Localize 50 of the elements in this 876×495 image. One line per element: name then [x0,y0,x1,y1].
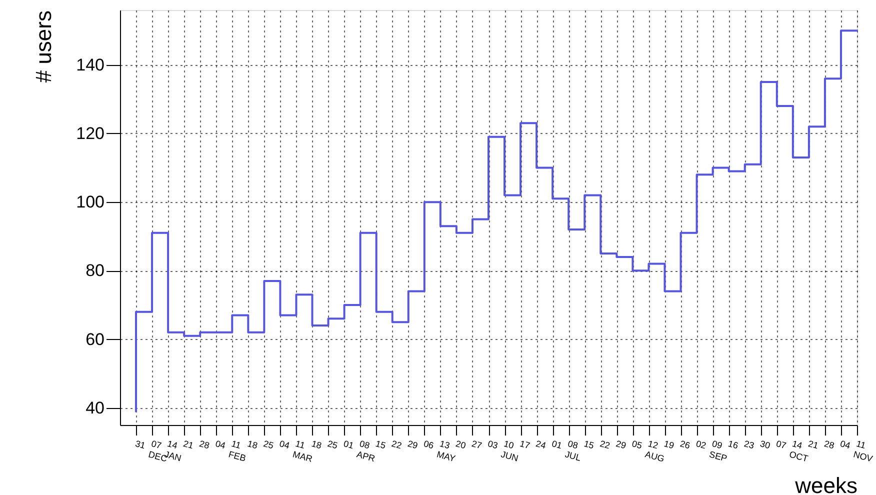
x-tick-label: 05 [630,438,644,451]
x-tick-label: 29 [614,438,628,451]
x-tick-label: 28 [198,438,211,451]
x-tick-label: 25 [326,438,339,451]
x-tick-label: 22 [390,438,403,451]
x-axis-title: weeks [794,472,858,495]
x-tick-label: 27 [470,438,483,451]
x-tick-label: 01 [550,438,564,451]
x-tick-label: 19 [662,438,676,451]
x-tick-label: 25 [262,438,275,451]
y-tick-label: 40 [86,398,104,418]
x-tick-label: 04 [278,438,291,451]
x-tick-label: 01 [342,438,355,451]
x-tick-label: 08 APR [356,438,377,464]
x-tick-label: 20 [454,438,467,451]
x-tick-label: 16 [726,438,740,451]
x-tick-label: 11 NOV [852,438,874,464]
x-tick-label: 15 [374,438,387,451]
x-tick-label: 18 [310,438,323,451]
y-tick-label: 100 [76,192,104,212]
x-tick-label: 07 [775,438,788,451]
x-tick-label: 04 [214,438,227,451]
y-tick-label: 120 [76,124,104,143]
x-tick-label: 31 [134,438,146,451]
x-tick-label: 02 [694,438,708,451]
x-tick-label: 18 [246,438,259,451]
x-tick-label: 21 [807,438,820,451]
x-tick-label: 15 [582,438,596,451]
x-tick-label: 12 AUG [644,438,666,464]
x-tick-label: 11 FEB [227,438,247,464]
x-tick-label: 26 [678,438,692,451]
x-tick-label: 06 [422,438,435,451]
x-tick-label: 09 SEP [708,438,728,464]
x-tick-label: 04 [839,438,852,451]
x-tick-label: 24 [534,438,547,451]
x-tick-label: 03 [486,438,499,451]
x-tick-label: 17 [518,438,531,451]
x-tick-label: 29 [406,438,419,451]
x-tick-label: 08 JUL [564,438,582,463]
x-tick-label: 30 [759,438,772,451]
x-tick-label: 10 JUN [500,438,520,464]
y-tick-label: 140 [76,55,104,74]
y-tick-label: 60 [86,330,104,349]
y-tick-label: 80 [86,261,104,280]
x-tick-label: 21 [182,438,195,451]
x-tick-label: 13 MAY [436,438,457,464]
x-tick-label: 22 [598,438,612,451]
y-axis-title: # users [31,10,56,83]
x-tick-label: 23 [743,438,756,451]
x-tick-label: 28 [823,438,836,451]
